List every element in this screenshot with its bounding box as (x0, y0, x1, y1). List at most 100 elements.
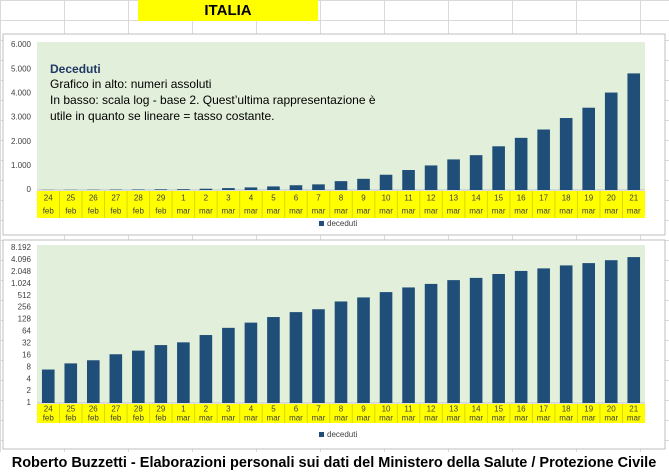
x-tick-label: 29 (156, 404, 165, 413)
y-tick-label: 4 (27, 374, 32, 383)
x-tick-label: 14 (472, 194, 481, 203)
x-tick-label: 26 (89, 194, 98, 203)
x-tick-label: feb (110, 413, 122, 422)
bar (537, 268, 550, 403)
x-tick-label: 21 (629, 404, 638, 413)
bar (312, 184, 325, 190)
x-tick-label: 4 (249, 194, 254, 203)
x-tick-label: mar (357, 413, 371, 422)
bar (492, 146, 505, 190)
legend-swatch (319, 432, 324, 437)
bar (154, 345, 168, 403)
x-tick-label: feb (155, 206, 167, 215)
y-tick-label: 4.096 (11, 255, 32, 264)
x-tick-label: mar (312, 206, 326, 215)
x-tick-label: mar (199, 206, 213, 215)
x-tick-label: mar (447, 413, 461, 422)
y-tick-label: 256 (18, 303, 32, 312)
x-tick-label: mar (514, 413, 528, 422)
x-tick-label: 5 (271, 404, 276, 413)
bar (627, 257, 641, 403)
x-tick-label: mar (582, 206, 596, 215)
x-tick-label: mar (244, 413, 258, 422)
x-tick-label: 8 (339, 404, 344, 413)
x-tick-label: feb (110, 206, 122, 215)
x-tick-label: mar (402, 206, 416, 215)
x-tick-label: mar (469, 206, 483, 215)
bar (334, 301, 348, 403)
x-tick-label: 15 (494, 194, 503, 203)
y-tick-label: 512 (18, 291, 32, 300)
x-tick-label: mar (176, 413, 190, 422)
bar (222, 327, 235, 403)
bar (41, 369, 55, 403)
header-box (138, 0, 318, 21)
bar (357, 297, 370, 403)
y-tick-label: 4.000 (11, 88, 32, 97)
bar (559, 118, 573, 190)
x-tick-label: 25 (66, 194, 75, 203)
x-tick-label: mar (357, 206, 371, 215)
x-tick-label: 10 (382, 404, 391, 413)
bar (379, 174, 393, 190)
bar (86, 360, 100, 403)
x-tick-label: mar (627, 206, 641, 215)
x-tick-label: mar (379, 413, 393, 422)
x-tick-label: mar (604, 413, 618, 422)
x-tick-label: 6 (294, 194, 299, 203)
x-tick-label: feb (133, 206, 145, 215)
x-tick-label: 2 (204, 194, 209, 203)
x-tick-label: mar (424, 206, 438, 215)
x-tick-label: 11 (404, 404, 413, 413)
x-tick-label: 12 (427, 194, 436, 203)
x-tick-label: mar (424, 413, 438, 422)
x-tick-label: 29 (156, 194, 165, 203)
bar (267, 317, 280, 403)
bar (604, 92, 618, 190)
y-tick-label: 6.000 (11, 40, 32, 49)
bar (514, 270, 528, 403)
x-tick-label: 20 (607, 404, 616, 413)
x-tick-label: 1 (181, 404, 186, 413)
x-tick-label: feb (65, 206, 77, 215)
x-tick-label: 21 (629, 194, 638, 203)
y-tick-label: 32 (22, 338, 31, 347)
x-tick-label: 3 (226, 404, 231, 413)
x-tick-label: feb (155, 413, 167, 422)
x-tick-label: mar (176, 206, 190, 215)
bar (199, 188, 213, 190)
x-tick-label: mar (559, 413, 573, 422)
x-tick-label: mar (447, 206, 461, 215)
x-tick-label: 26 (89, 404, 98, 413)
y-tick-label: 2 (27, 386, 32, 395)
bar (109, 354, 123, 403)
x-tick-label: 13 (449, 194, 458, 203)
x-tick-label: mar (244, 206, 258, 215)
annotation-line: Grafico in alto: numeri assoluti (50, 77, 211, 91)
x-tick-label: mar (334, 206, 348, 215)
bar (244, 322, 258, 403)
x-tick-label: mar (469, 413, 483, 422)
x-tick-label: 18 (562, 404, 571, 413)
bar (222, 188, 235, 190)
legend-label: deceduti (327, 430, 357, 439)
x-tick-label: feb (65, 413, 77, 422)
x-tick-label: mar (604, 206, 618, 215)
x-tick-label: feb (43, 413, 55, 422)
bar (537, 129, 550, 190)
bar (604, 260, 618, 403)
x-tick-label: 17 (539, 194, 548, 203)
x-tick-label: 4 (249, 404, 254, 413)
y-tick-label: 8 (27, 362, 32, 371)
x-tick-label: mar (334, 413, 348, 422)
y-tick-label: 1 (27, 398, 32, 407)
x-tick-label: mar (199, 413, 213, 422)
bar (379, 292, 393, 403)
x-tick-label: mar (492, 413, 506, 422)
bar (357, 178, 370, 190)
bar (289, 312, 303, 403)
bar (402, 170, 415, 190)
bar (132, 189, 145, 190)
annotation-title: Deceduti (50, 62, 101, 76)
